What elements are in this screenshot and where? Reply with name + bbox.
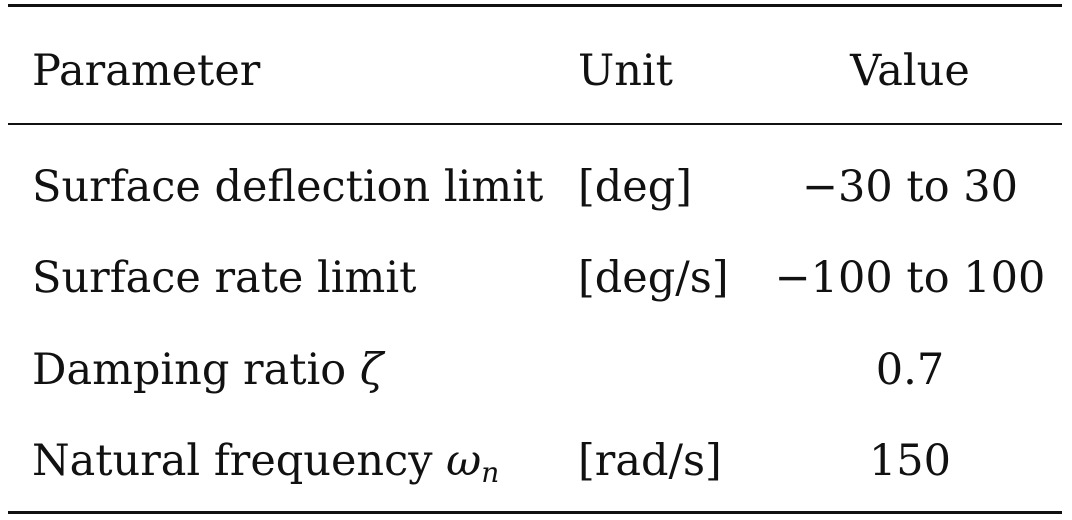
table-top-rule [8,4,1062,7]
parameter-name: Natural frequency [32,436,447,486]
table-bottom-rule [8,511,1062,514]
parameter-symbol: ω [446,436,482,486]
table-header-row: Parameter Unit Value [0,36,1072,106]
row-value: −30 to 30 [802,162,1018,212]
row-unit: [deg] [578,162,693,212]
header-value: Value [850,46,970,96]
row-parameter: Damping ratio ζ [32,335,383,405]
table-row: Surface deflection limit [deg] −30 to 30 [0,152,1072,222]
parameter-name: Surface deflection limit [32,162,544,212]
parameter-symbol-subscript: n [481,456,500,489]
row-parameter: Surface deflection limit [32,152,543,222]
table-row: Natural frequency ωn [rad/s] 150 [0,426,1072,496]
parameter-symbol: ζ [359,345,384,395]
row-parameter: Natural frequency ωn [32,426,499,496]
header-unit: Unit [578,46,673,96]
parameter-name: Surface rate limit [32,253,417,303]
row-value: −100 to 100 [774,253,1046,303]
parameter-name: Damping ratio [32,345,360,395]
row-value: 150 [868,436,952,486]
row-unit: [rad/s] [578,436,722,486]
table-row: Damping ratio ζ 0.7 [0,335,1072,405]
table-header-rule [8,123,1062,125]
table-row: Surface rate limit [deg/s] −100 to 100 [0,243,1072,313]
header-parameter: Parameter [32,46,261,96]
row-parameter: Surface rate limit [32,243,416,313]
row-unit: [deg/s] [578,253,729,303]
row-value: 0.7 [875,345,945,395]
